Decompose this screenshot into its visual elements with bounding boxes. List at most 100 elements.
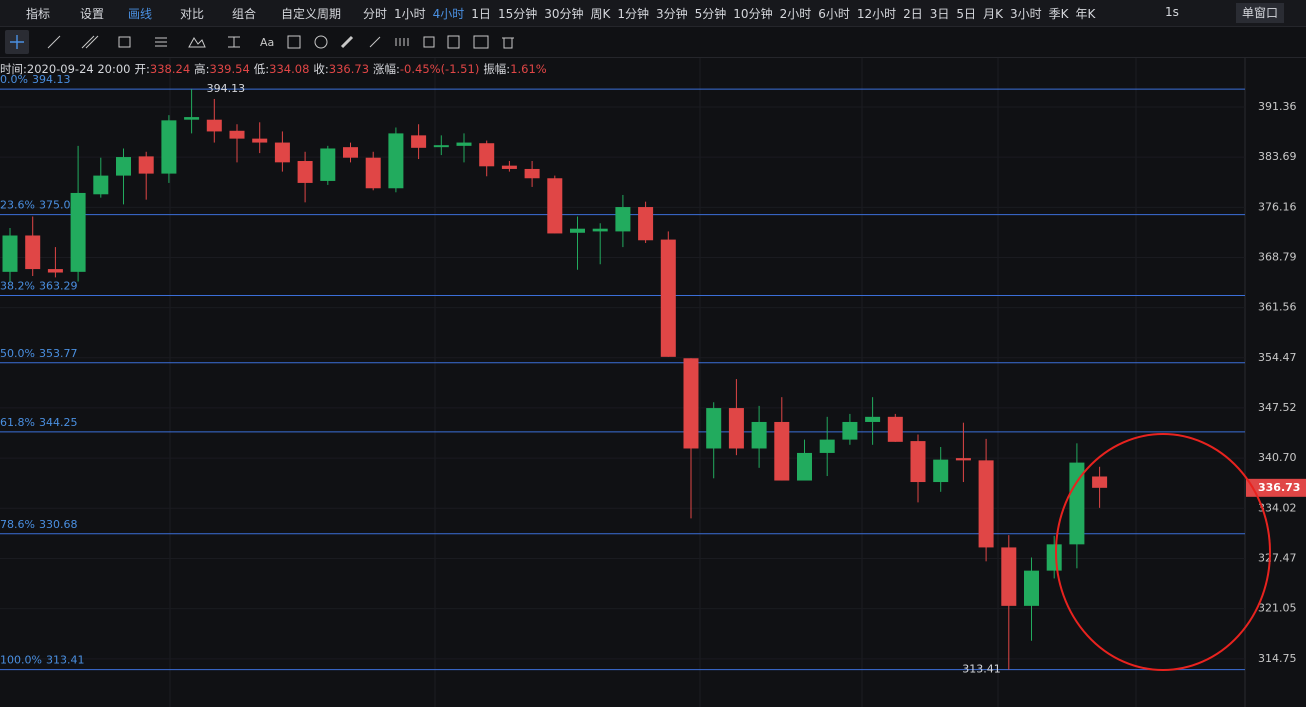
candle-body bbox=[774, 421, 790, 481]
candle-body bbox=[456, 142, 472, 146]
fib-price: 363.29 bbox=[39, 280, 78, 293]
fib-ratio: 50.0% bbox=[0, 347, 35, 360]
fib-price: 330.68 bbox=[39, 518, 78, 531]
period-button[interactable]: 1小时 bbox=[394, 7, 426, 21]
candle-body bbox=[1069, 462, 1085, 545]
period-button[interactable]: 4小时 bbox=[432, 7, 465, 21]
settings-tool[interactable] bbox=[473, 35, 489, 49]
period-button[interactable]: 2小时 bbox=[779, 7, 812, 21]
candle-body bbox=[297, 161, 313, 183]
measure-tool[interactable] bbox=[228, 36, 240, 48]
period-button[interactable]: 15分钟 bbox=[497, 7, 538, 21]
candle-body bbox=[751, 421, 767, 449]
channel-tool[interactable] bbox=[81, 35, 99, 49]
info-value: 338.24 bbox=[149, 62, 191, 76]
candle-body bbox=[978, 460, 994, 548]
toolbar-button[interactable]: 设置 bbox=[80, 7, 105, 21]
candle-body bbox=[229, 130, 245, 139]
fib-label: 100.0% 313.41 bbox=[0, 654, 84, 667]
fib-ratio: 38.2% bbox=[0, 280, 35, 293]
refresh-rate[interactable]: 1s bbox=[1165, 5, 1179, 19]
candle-body bbox=[388, 133, 404, 189]
toolbar-button[interactable]: 画线 bbox=[128, 7, 153, 21]
fib-ratio: 61.8% bbox=[0, 416, 35, 429]
bars-tool[interactable] bbox=[395, 38, 409, 46]
fib-label: 23.6% 375.08 bbox=[0, 199, 77, 212]
period-button[interactable]: 年K bbox=[1075, 7, 1096, 21]
candle-body bbox=[547, 178, 563, 234]
period-button[interactable]: 12小时 bbox=[856, 7, 897, 21]
magnet-tool[interactable] bbox=[314, 35, 328, 49]
info-label: 高: bbox=[194, 62, 210, 76]
period-button[interactable]: 1分钟 bbox=[617, 7, 650, 21]
candle-body bbox=[1024, 570, 1039, 606]
candle-body bbox=[479, 143, 495, 167]
info-label: 开: bbox=[134, 62, 150, 76]
toolbar-button[interactable]: 指标 bbox=[26, 7, 51, 21]
top-toolbar: 指标 设置 画线 对比 组合 自定义周期 分时 1小时 4小时 1日 15分钟 30分钟 周K 1分钟 3分… bbox=[0, 0, 1306, 27]
max-label: 394.13 bbox=[207, 82, 246, 95]
period-button[interactable]: 6小时 bbox=[818, 7, 850, 21]
vertical-grid bbox=[169, 58, 1137, 707]
y-tick-label: 376.16 bbox=[1258, 200, 1297, 213]
period-button[interactable]: 30分钟 bbox=[544, 7, 584, 21]
period-button[interactable]: 5分钟 bbox=[694, 7, 727, 21]
period-button[interactable]: 2日 bbox=[903, 7, 923, 21]
candle-body bbox=[728, 408, 744, 449]
period-button[interactable]: 季K bbox=[1048, 7, 1069, 21]
info-value: 339.54 bbox=[209, 62, 250, 76]
candle-body bbox=[161, 120, 177, 174]
pen-tool[interactable] bbox=[369, 36, 381, 48]
candle-body bbox=[501, 165, 517, 169]
info-label: 低: bbox=[253, 62, 270, 76]
pattern-tool[interactable] bbox=[188, 37, 206, 48]
fib-label: 38.2% 363.29 bbox=[0, 280, 77, 293]
fib-price: 344.25 bbox=[39, 416, 78, 429]
window-mode[interactable]: 单窗口 bbox=[1236, 3, 1285, 23]
delete-tool[interactable] bbox=[502, 37, 514, 49]
fib-label: 0.0% 394.13 bbox=[0, 73, 70, 86]
period-button[interactable]: 5日 bbox=[956, 7, 977, 21]
ruler-tool[interactable] bbox=[340, 35, 354, 49]
candle-body bbox=[955, 458, 971, 461]
info-value: 1.61% bbox=[510, 62, 547, 76]
info-label: 收: bbox=[313, 62, 329, 76]
rect-tool[interactable] bbox=[118, 36, 131, 48]
drawing-toolbar: Aa bbox=[0, 27, 1306, 58]
y-tick-label: 391.36 bbox=[1258, 100, 1297, 113]
y-tick-label: 340.70 bbox=[1258, 451, 1297, 464]
candle-body bbox=[274, 142, 290, 163]
candle-body bbox=[47, 269, 63, 273]
period-menu[interactable]: 自定义周期 bbox=[281, 7, 342, 21]
y-tick-label: 334.02 bbox=[1258, 501, 1297, 514]
text-tool[interactable]: Aa bbox=[260, 36, 274, 49]
crosshair-tool[interactable] bbox=[10, 35, 24, 49]
candle-body bbox=[252, 138, 268, 143]
brush-tool[interactable] bbox=[287, 35, 301, 49]
fib-price: 353.77 bbox=[39, 347, 78, 360]
line-tool[interactable] bbox=[47, 35, 61, 49]
period-button[interactable]: 月K bbox=[983, 7, 1003, 21]
period-button[interactable]: 10分钟 bbox=[733, 7, 773, 21]
candle-body bbox=[706, 408, 722, 449]
candle-body bbox=[1046, 544, 1062, 571]
y-tick-label: 383.69 bbox=[1258, 150, 1297, 163]
info-label: 涨幅: bbox=[373, 62, 400, 76]
period-button[interactable]: 周K bbox=[590, 7, 611, 21]
lock-tool[interactable] bbox=[423, 36, 435, 48]
fib-tool[interactable] bbox=[155, 37, 167, 47]
candle-body bbox=[343, 147, 358, 158]
candle-body bbox=[887, 416, 903, 442]
toolbar-button[interactable]: 对比 bbox=[180, 7, 205, 21]
period-button[interactable]: 1日 bbox=[471, 7, 491, 21]
candle-body bbox=[865, 416, 881, 422]
period-button[interactable]: 分时 bbox=[363, 7, 388, 21]
period-button[interactable]: 3小时 bbox=[1009, 7, 1042, 21]
period-button[interactable]: 3分钟 bbox=[656, 7, 688, 21]
period-button[interactable]: 3日 bbox=[929, 7, 950, 21]
toolbar-button[interactable]: 组合 bbox=[232, 7, 257, 21]
copy-tool[interactable] bbox=[447, 35, 460, 49]
candle-body bbox=[1001, 547, 1017, 606]
candle-body bbox=[433, 145, 449, 148]
y-tick-label: 314.75 bbox=[1258, 652, 1297, 665]
